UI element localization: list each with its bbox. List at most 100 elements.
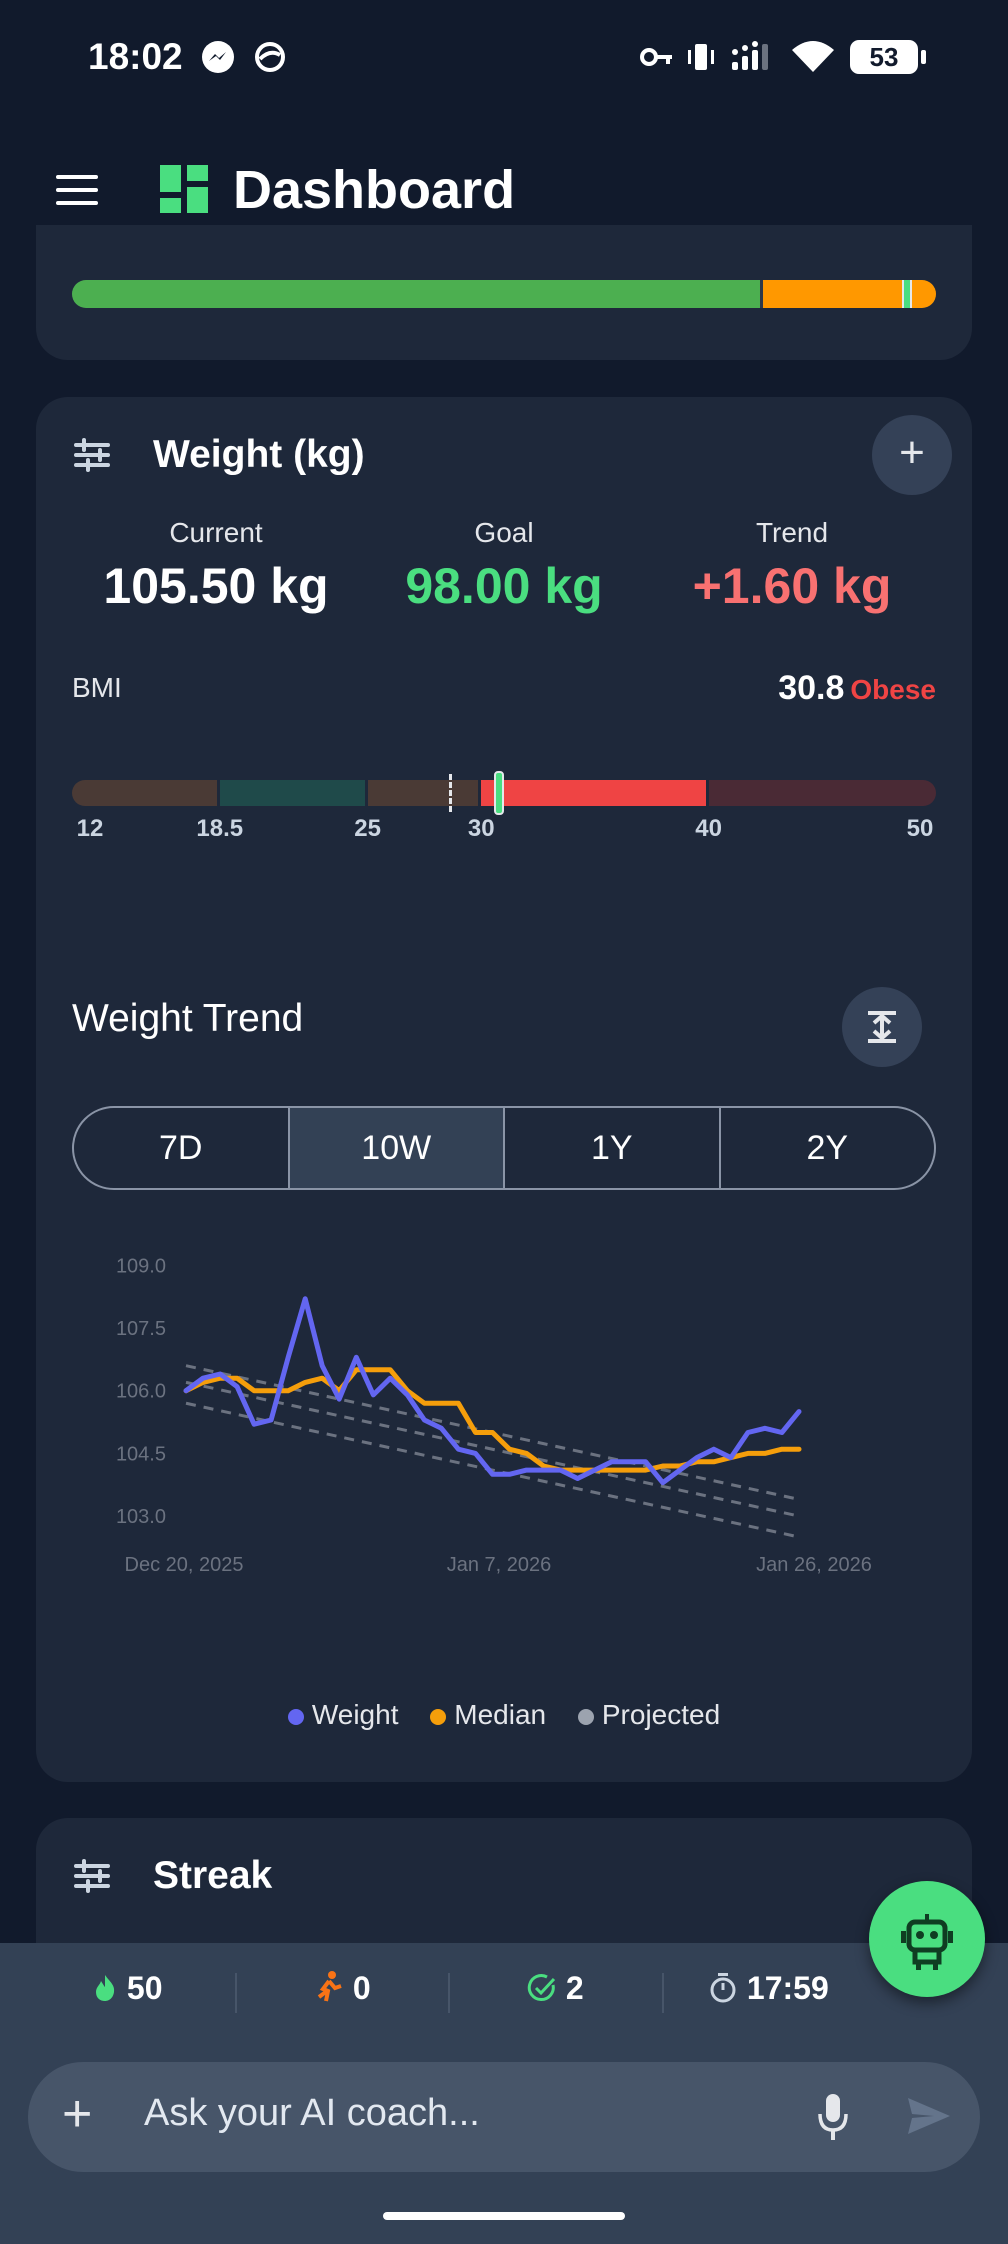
stat-goal: Goal 98.00 kg — [354, 517, 654, 615]
y-tick-label: 109.0 — [116, 1255, 166, 1277]
bmi-segment — [367, 780, 479, 806]
status-time: 18:02 — [88, 36, 183, 77]
vpn-icon — [255, 42, 285, 72]
status-bar: 18:02 53 — [0, 0, 1008, 115]
ai-coach-button[interactable] — [869, 1881, 985, 1997]
tune-icon[interactable] — [74, 438, 110, 472]
dashboard-grid-icon — [160, 165, 208, 213]
battery-indicator: 53 — [850, 40, 926, 74]
bmi-goal-marker — [449, 774, 453, 812]
range-tab-7d[interactable]: 7D — [74, 1108, 290, 1188]
vibrate-icon — [688, 44, 714, 70]
bmi-scale-bar — [72, 780, 936, 806]
timer-icon — [710, 1973, 736, 2003]
median-series-line — [183, 1367, 802, 1473]
stat-label: Trend — [755, 517, 829, 548]
stat-label: Current — [169, 517, 263, 548]
bmi-tick-label: 18.5 — [196, 815, 244, 842]
goal-progress-card — [36, 225, 972, 360]
microphone-icon[interactable] — [815, 2092, 851, 2142]
streak-card-title: Streak — [153, 1854, 273, 1897]
bottom-panel: 50 0 2 17:59 + — [0, 1943, 1008, 2244]
bmi-category: Obese — [850, 674, 936, 705]
wifi-icon — [792, 41, 834, 72]
bmi-segment — [708, 780, 936, 806]
check-circle-icon — [527, 1974, 556, 2001]
bmi-segment — [72, 780, 217, 806]
stat-value: 98.00 kg — [405, 558, 603, 614]
goal-progress-bar — [72, 280, 936, 308]
stat-timer: 17:59 — [708, 1970, 829, 2020]
stat-value: 105.50 kg — [103, 558, 329, 614]
bmi-label: BMI — [72, 672, 122, 703]
weight-trend-title: Weight Trend — [72, 997, 304, 1040]
send-icon[interactable] — [906, 2096, 952, 2136]
range-tab-2y[interactable]: 2Y — [806, 1129, 849, 1167]
chart-legend: Weight Median Projected — [36, 1699, 972, 1739]
tune-icon[interactable] — [74, 1859, 110, 1893]
legend-label: Median — [454, 1699, 547, 1730]
expand-vertical-icon[interactable] — [842, 987, 922, 1067]
bmi-tick-label: 30 — [467, 815, 495, 842]
bmi-tick-label: 25 — [354, 815, 381, 842]
messenger-icon — [202, 41, 234, 73]
stat-activity: 0 — [314, 1970, 371, 2020]
stat-current: Current 105.50 kg — [66, 517, 366, 615]
stat-value: 0 — [352, 1970, 371, 2006]
legend-item-median: Median — [430, 1699, 546, 1731]
y-tick-label: 106.0 — [116, 1381, 166, 1403]
x-tick-label: Jan 26, 2026 — [756, 1554, 872, 1576]
stat-label: Goal — [474, 517, 534, 548]
bmi-value: 30.8 — [778, 669, 845, 707]
bmi-tick-label: 40 — [695, 815, 722, 842]
flame-icon — [96, 1975, 115, 2001]
y-tick-label: 104.5 — [116, 1443, 166, 1465]
chat-input[interactable] — [144, 2092, 744, 2135]
bmi-segment — [481, 780, 706, 806]
key-icon — [640, 48, 672, 66]
page-title: Dashboard — [233, 160, 516, 220]
weight-series-line — [183, 1296, 802, 1486]
x-tick-label: Jan 7, 2026 — [447, 1554, 552, 1576]
bmi-segment — [219, 780, 365, 806]
stats-bar: 50 0 2 17:59 — [0, 1943, 1008, 2043]
hamburger-icon[interactable] — [56, 175, 98, 205]
y-tick-label: 103.0 — [116, 1506, 166, 1528]
bmi-tick-label: 50 — [906, 815, 934, 842]
stat-value: +1.60 kg — [692, 558, 892, 614]
legend-item-projected: Projected — [577, 1699, 721, 1731]
weight-card: Weight (kg) + Current 105.50 kg Goal 98.… — [36, 397, 972, 1782]
robot-icon — [901, 1914, 953, 1970]
projected-line — [185, 1401, 800, 1539]
progress-marker — [902, 280, 913, 308]
signal-icon — [732, 41, 768, 70]
y-tick-label: 107.5 — [116, 1318, 166, 1340]
legend-label: Weight — [311, 1699, 399, 1730]
stat-value: 50 — [126, 1970, 163, 2006]
running-icon — [317, 1971, 342, 2002]
bmi-scale-ticks: 12 18.5 25 30 40 50 — [72, 815, 936, 845]
bmi-value-group: 30.8 Obese — [778, 669, 936, 708]
stat-completed: 2 — [527, 1970, 584, 2020]
legend-label: Projected — [601, 1699, 721, 1730]
stat-trend: Trend +1.60 kg — [642, 517, 942, 615]
stat-value: 2 — [565, 1970, 584, 2006]
attach-button[interactable]: + — [62, 2085, 93, 2143]
range-selector: 7D 10W 1Y 2Y — [72, 1106, 936, 1190]
weight-card-title: Weight (kg) — [153, 433, 365, 476]
weight-trend-chart: 109.0 107.5 106.0 104.5 103.0 Dec 20, 2025 Jan… — [116, 1255, 872, 1576]
x-tick-label: Dec 20, 2025 — [125, 1554, 244, 1576]
chat-bar: + — [28, 2062, 980, 2172]
stat-value: 17:59 — [746, 1970, 829, 2006]
range-tab-10w[interactable]: 10W — [289, 1108, 505, 1188]
projected-line — [185, 1380, 800, 1518]
app-bar: Dashboard — [0, 115, 1008, 265]
bmi-tick-label: 12 — [76, 815, 104, 842]
range-tab-1y[interactable]: 1Y — [505, 1108, 721, 1188]
progress-fill-green — [72, 280, 761, 308]
home-indicator — [383, 2212, 625, 2220]
legend-item-weight: Weight — [287, 1699, 399, 1731]
add-weight-button[interactable]: + — [872, 415, 952, 495]
bmi-current-marker — [494, 771, 505, 815]
